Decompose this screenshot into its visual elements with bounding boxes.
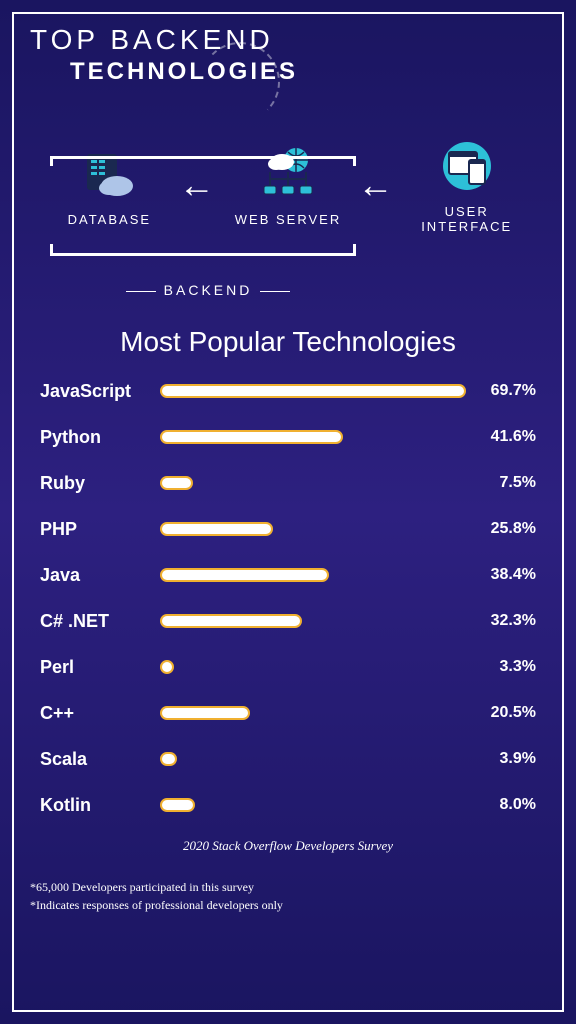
bar-percent: 7.5% [466,474,536,492]
bar-track [160,798,466,812]
bar-track [160,706,466,720]
bar-label: Ruby [40,473,160,494]
bar-percent: 25.8% [466,520,536,538]
bar-track [160,614,466,628]
bar-fill [160,476,193,490]
bar-label: Python [40,427,160,448]
bar-fill [160,522,273,536]
bar-fill [160,614,302,628]
bar-percent: 3.3% [466,658,536,676]
chart-source: 2020 Stack Overflow Developers Survey [30,838,546,854]
header-line2: TECHNOLOGIES [70,58,546,86]
content: TOP BACKEND TECHNOLOGIES [0,0,576,1024]
arrow-icon: ← [179,164,219,206]
header-circle-deco [200,42,280,122]
footnote-2: *Indicates responses of professional dev… [30,896,546,914]
bar-label: Scala [40,749,160,770]
bar-fill [160,752,177,766]
bar-label: Perl [40,657,160,678]
bar-track [160,522,466,536]
bar-fill [160,384,466,398]
bar-fill [160,430,343,444]
bars-container: JavaScript 69.7% Python 41.6% Ruby 7.5% PHP 25.… [30,378,546,818]
flow-label-webserver: WEB SERVER [219,212,358,227]
bar-label: C# .NET [40,611,160,632]
bar-row: Java 38.4% [40,562,536,588]
bar-row: Scala 3.9% [40,746,536,772]
bar-percent: 32.3% [466,612,536,630]
webserver-icon [219,144,358,204]
flow-item-ui: USER INTERFACE [397,136,536,234]
database-icon [40,144,179,204]
bracket-bottom-wrap [60,244,516,264]
bracket-top [50,156,356,166]
bar-label: C++ [40,703,160,724]
bar-row: Ruby 7.5% [40,470,536,496]
bar-fill [160,660,174,674]
flow-label-database: DATABASE [40,212,179,227]
arrow-icon: ← [357,164,397,206]
bar-fill [160,706,250,720]
bar-track [160,752,466,766]
bracket-bottom [50,244,356,256]
bar-percent: 38.4% [466,566,536,584]
bar-label: JavaScript [40,381,160,402]
ui-icon [397,136,536,196]
bar-percent: 69.7% [466,382,536,400]
bar-track [160,476,466,490]
flow-label-ui: USER INTERFACE [397,204,536,234]
bar-row: C# .NET 32.3% [40,608,536,634]
bar-percent: 41.6% [466,428,536,446]
footnote-1: *65,000 Developers participated in this … [30,878,546,896]
bar-label: Java [40,565,160,586]
bar-row: Python 41.6% [40,424,536,450]
header: TOP BACKEND TECHNOLOGIES [30,24,546,86]
bar-track [160,430,466,444]
bar-percent: 20.5% [466,704,536,722]
bar-percent: 8.0% [466,796,536,814]
bar-track [160,568,466,582]
flow-diagram: DATABASE ← [30,136,546,298]
bar-row: JavaScript 69.7% [40,378,536,404]
bar-label: Kotlin [40,795,160,816]
bar-row: Perl 3.3% [40,654,536,680]
bar-track [160,660,466,674]
bar-row: PHP 25.8% [40,516,536,542]
bar-row: C++ 20.5% [40,700,536,726]
footnotes: *65,000 Developers participated in this … [30,878,546,914]
bar-fill [160,798,195,812]
bar-percent: 3.9% [466,750,536,768]
bar-label: PHP [40,519,160,540]
flow-row: DATABASE ← [30,136,546,234]
header-line1: TOP BACKEND [30,24,546,56]
chart-title: Most Popular Technologies [30,326,546,358]
bar-track [160,384,466,398]
backend-group-label: BACKEND [30,282,386,298]
bar-fill [160,568,329,582]
bar-row: Kotlin 8.0% [40,792,536,818]
